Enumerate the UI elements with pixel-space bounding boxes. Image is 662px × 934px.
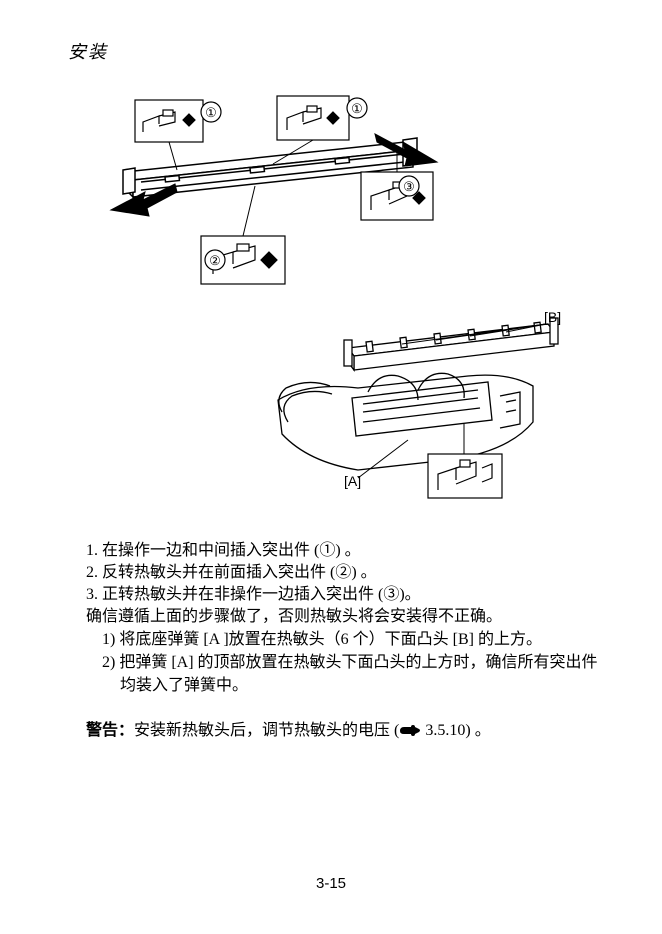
callout-2-label: ② <box>209 253 221 268</box>
substep-2b: 均装入了弹簧中。 <box>86 675 602 697</box>
warning-label: 警告： <box>86 720 134 742</box>
pointer-hand-icon <box>399 724 421 738</box>
figure-2: [B] [A] <box>268 312 573 502</box>
section-header: 安装 <box>68 38 108 64</box>
callout-1-label: ① <box>205 105 217 120</box>
figure2-label-a: [A] <box>344 473 361 489</box>
step-2: 2. 反转热敏头并在前面插入突出件 (②) 。 <box>86 562 602 584</box>
warning-text-after: 3.5.10) 。 <box>421 722 490 739</box>
substep-2a: 2) 把弹簧 [A] 的顶部放置在热敏头下面凸头的上方时，确信所有突出件 <box>86 652 602 674</box>
callout-3-label: ③ <box>403 179 415 194</box>
figure-1: ① ① ③ <box>105 92 445 292</box>
ensure-line: 确信遵循上面的步骤做了，否则热敏头将会安装得不正确。 <box>86 606 602 628</box>
warning-text-before: 安装新热敏头后，调节热敏头的电压 ( <box>134 722 399 739</box>
page-number: 3-15 <box>0 875 662 892</box>
step-1: 1. 在操作一边和中间插入突出件 (①) 。 <box>86 540 602 562</box>
callout-1b-label: ① <box>351 101 363 116</box>
warning-line: 警告： 安装新热敏头后，调节热敏头的电压 ( 3.5.10) 。 <box>86 720 602 742</box>
substep-1: 1) 将底座弹簧 [A ]放置在热敏头（6 个）下面凸头 [B] 的上方。 <box>86 629 602 651</box>
instruction-text: 1. 在操作一边和中间插入突出件 (①) 。 2. 反转热敏头并在前面插入突出件… <box>86 540 602 742</box>
page-container: 安装 <box>0 0 662 934</box>
step-3: 3. 正转热敏头并在非操作一边插入突出件 (③)。 <box>86 584 602 606</box>
figure2-label-b: [B] <box>544 312 561 325</box>
